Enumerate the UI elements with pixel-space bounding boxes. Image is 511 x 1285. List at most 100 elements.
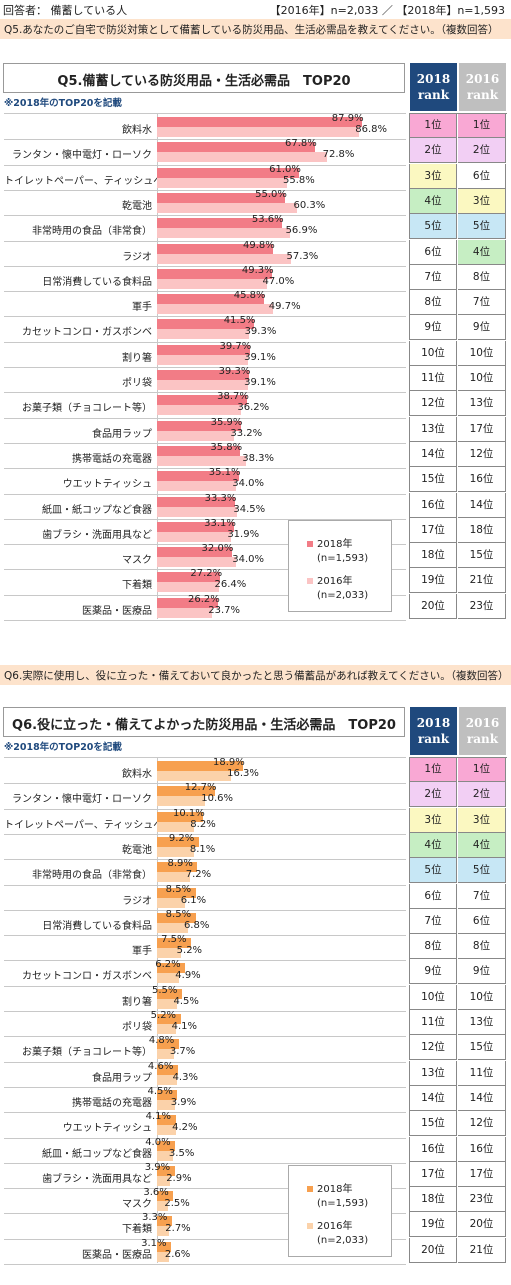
q5-rank-2016: 10位 — [458, 340, 506, 366]
q6-bar-2016 — [157, 872, 190, 883]
q6-category-label: トイレットペーパー、ティッシュペーパー — [4, 819, 194, 831]
q6-bar-2016 — [157, 846, 194, 857]
q5-row-rule — [4, 189, 406, 191]
q5-rank-2016: 1位 — [458, 113, 506, 138]
q6-bar-2016 — [157, 897, 185, 908]
q5-rank-2018: 10位 — [409, 340, 457, 366]
q6-label-2016: 16.3% — [227, 768, 259, 779]
q5-label-2016: 39.1% — [244, 377, 276, 388]
q6-bar-2016 — [157, 973, 180, 984]
q5-rank-2016: 3位 — [458, 188, 506, 214]
q5-bar-2018 — [157, 496, 235, 507]
q6-label-2016: 2.7% — [165, 1223, 191, 1235]
q6-label-2018: 5.5% — [152, 984, 178, 996]
q5-legend: 2018年 (n=1,593) 2016年 (n=2,033) — [288, 520, 392, 612]
q6-row-rule — [4, 960, 406, 962]
q5-bar-2018 — [157, 218, 282, 229]
q6-bar-2016 — [157, 1099, 175, 1110]
q6-category-label: 下着類 — [122, 1224, 152, 1236]
q5-label-2016: 56.9% — [285, 225, 318, 237]
q6-category-label: 非常時用の食品（非常食） — [32, 870, 152, 882]
q6-bar-2018 — [157, 963, 186, 974]
q5-category-label: ウエットティッシュ — [62, 479, 152, 491]
q6-category-label: お菓子類（チョコレート等） — [22, 1047, 152, 1059]
q5-category-label: 乾電池 — [122, 200, 152, 212]
q6-rank-2016: 15位 — [458, 1035, 506, 1061]
q5-bar-2016 — [157, 177, 287, 188]
q6-row-rule — [4, 1162, 406, 1164]
q5-bar-2016 — [157, 304, 273, 315]
q6-label-2016: 6.1% — [180, 894, 207, 906]
q5-label-2018: 49.3% — [241, 264, 274, 276]
q5-rank-2016: 23位 — [458, 593, 506, 619]
q6-label-2016: 5.2% — [176, 945, 203, 957]
q5-row-rule — [4, 468, 406, 470]
q5-bar-2016 — [157, 380, 249, 390]
q5-rank-2016: 14位 — [458, 492, 506, 518]
q5-label-2018: 45.8% — [233, 290, 266, 302]
q5-label-2016: 34.0% — [232, 478, 264, 490]
q5-legend-swatch-2018 — [307, 541, 313, 547]
q5-rank-2018: 9位 — [409, 315, 457, 341]
q5-bar-2018 — [157, 547, 232, 558]
q6-axis-line — [157, 757, 158, 1263]
q6-rank-2018: 14位 — [409, 1085, 457, 1111]
q5-rank-2018: 15位 — [409, 467, 457, 493]
q6-rank-2018: 18位 — [409, 1187, 457, 1213]
q5-question: Q5.あなたのご自宅で防災対策として備蓄している防災用品、生活必需品を教えてくだ… — [4, 24, 499, 36]
q6-title: Q6.役に立った・備えてよかった防災用品・生活必需品 TOP20 — [12, 718, 396, 733]
q5-bar-2016 — [157, 481, 237, 492]
q5-row-rule — [4, 291, 406, 293]
q6-label-2018: 4.6% — [147, 1060, 174, 1072]
q6-rank-header-2016: 2016 rank — [459, 707, 506, 755]
q6-label-2018: 4.5% — [147, 1085, 173, 1097]
q6-rank-2016: 20位 — [458, 1212, 506, 1238]
q5-rank-2018: 4位 — [409, 188, 457, 214]
q6-rank-2016: 21位 — [458, 1237, 506, 1263]
q6-legend-swatch-2016 — [307, 1223, 313, 1229]
q6-legend-2016-n: (n=2,033) — [317, 1235, 369, 1246]
q6-label-2018: 8.5% — [165, 883, 192, 895]
q5-title-box: Q5.備蓄している防災用品・生活必需品 TOP20 — [3, 63, 405, 93]
q6-bar-2016 — [157, 1201, 169, 1212]
q6-bar-2016 — [157, 1150, 173, 1161]
q6-rank-2018: 5位 — [409, 858, 457, 884]
q5-bar-2018 — [157, 395, 248, 406]
q5-bar-2018 — [157, 445, 241, 456]
q6-question-band: Q6.実際に使用し、役に立った・備えておいて良かったと思う備蓄品があれば教えてく… — [0, 665, 511, 685]
q5-legend-2016: 2016年 — [317, 576, 353, 587]
q5-rank-2018: 7位 — [409, 264, 457, 290]
q6-category-label: 軍手 — [132, 946, 152, 958]
q5-row-rule — [4, 442, 406, 444]
q6-bar-2018 — [157, 1115, 176, 1126]
q5-bar-2018 — [157, 572, 221, 583]
q5-label-2016: 60.3% — [293, 199, 326, 211]
q6-rank-2018: 9位 — [409, 959, 457, 985]
q6-label-2016: 4.2% — [172, 1122, 198, 1134]
q5-bar-2018 — [157, 117, 362, 127]
q5-bar-2018 — [157, 471, 239, 482]
q6-row-rule — [4, 985, 406, 987]
q6-rank-header-2018: 2018 rank — [410, 707, 457, 755]
q6-rank-2018: 17位 — [409, 1161, 457, 1187]
q6-bar-2016 — [157, 1024, 176, 1034]
q5-top-rule — [4, 113, 406, 114]
q6-bar-2018 — [157, 1216, 172, 1227]
q5-rank-2016: 4位 — [458, 239, 506, 265]
q6-rank-2018: 1位 — [409, 757, 457, 782]
q5-bar-2018 — [157, 243, 274, 254]
q6-rank-2018: 20位 — [409, 1237, 457, 1263]
q6-label-2016: 4.3% — [172, 1071, 198, 1083]
q5-label-2016: 39.1% — [244, 351, 276, 363]
q6-row-rule — [4, 833, 406, 835]
q5-label-2016: 23.7% — [208, 604, 240, 616]
q6-row-rule — [4, 1137, 406, 1139]
q5-category-label: トイレットペーパー、ティッシュペーパー — [4, 175, 194, 187]
q5-category-label: 食品用ラップ — [92, 428, 152, 440]
q6-bar-2018 — [157, 811, 203, 822]
q6-category-label: 歯ブラシ・洗面用具など — [42, 1173, 152, 1185]
q5-legend-2018-n: (n=1,593) — [317, 553, 369, 564]
q6-rank-2016: 5位 — [458, 858, 506, 884]
q5-bar-2018 — [157, 597, 219, 608]
respondent-label: 回答者： 備蓄している人 — [3, 4, 128, 17]
